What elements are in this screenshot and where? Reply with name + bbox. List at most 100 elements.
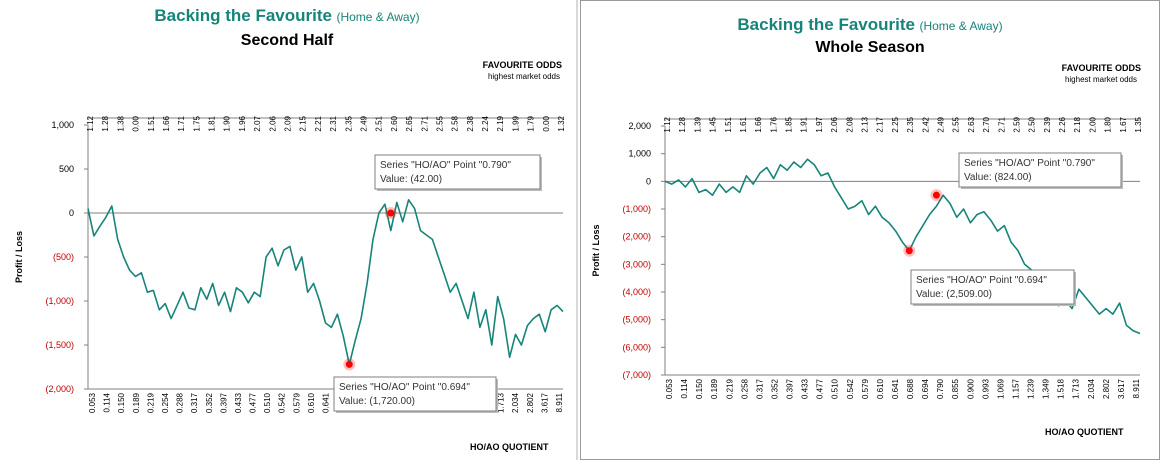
top-tick-label: 2.35	[906, 116, 915, 132]
y-tick-label: (6,000)	[622, 342, 651, 352]
top-tick-label: 2.65	[405, 115, 414, 131]
top-tick-label: 1.45	[709, 116, 718, 132]
chart-title-line: Backing the Favourite (Home & Away)	[581, 15, 1159, 35]
top-axis-title: FAVOURITE ODDS	[482, 60, 562, 70]
top-tick-label: 1.12	[663, 116, 672, 132]
top-tick-label: 1.75	[192, 115, 201, 131]
top-tick-label: 2.13	[861, 116, 870, 132]
x-tick-label: 0.510	[263, 392, 272, 413]
top-tick-label: 2.50	[1028, 116, 1037, 132]
x-tick-label: 0.790	[936, 378, 945, 399]
x-axis-title: HO/AO QUOTIENT	[470, 442, 549, 452]
top-tick-label: 1.51	[147, 115, 156, 131]
panel-divider	[576, 0, 578, 460]
tooltip-box	[333, 376, 497, 412]
x-tick-label: 0.150	[695, 378, 704, 399]
x-tick-label: 0.477	[816, 378, 825, 399]
top-tick-label: 2.21	[314, 115, 323, 131]
x-tick-label: 0.352	[770, 378, 779, 399]
x-tick-label: 2.034	[511, 392, 520, 413]
x-tick-label: 0.855	[951, 378, 960, 399]
top-tick-label: 1.51	[724, 116, 733, 132]
x-tick-label: 0.993	[981, 378, 990, 399]
top-tick-label: 2.63	[967, 116, 976, 132]
top-tick-label: 2.60	[390, 115, 399, 131]
x-tick-label: 0.510	[831, 378, 840, 399]
chart-panel-second-half: Backing the Favourite (Home & Away) Seco…	[0, 0, 574, 460]
y-tick-label: (2,000)	[45, 384, 74, 394]
top-tick-label: 1.61	[739, 116, 748, 132]
top-tick-label: 2.07	[253, 115, 262, 131]
chart-panel-whole-season: Backing the Favourite (Home & Away) Whol…	[580, 0, 1160, 460]
x-tick-label: 1.713	[497, 392, 506, 413]
top-tick-label: 2.18	[1073, 116, 1082, 132]
y-tick-label: (5,000)	[622, 315, 651, 325]
y-axis-title: Profit / Loss	[591, 224, 601, 276]
series-line-ho-ao	[87, 199, 564, 366]
x-tick-label: 0.397	[219, 392, 228, 413]
x-tick-label: 0.114	[680, 378, 689, 398]
y-axis-title: Profit / Loss	[14, 231, 24, 283]
top-tick-label: 2.31	[329, 115, 338, 131]
x-tick-label: 0.433	[234, 392, 243, 413]
x-tick-label: 0.610	[307, 392, 316, 413]
x-tick-label: 0.219	[146, 392, 155, 413]
x-axis-title: HO/AO QUOTIENT	[1045, 427, 1124, 437]
x-tick-label: 0.317	[190, 392, 199, 413]
top-tick-label: 2.24	[481, 115, 490, 131]
top-tick-label: 1.39	[693, 116, 702, 132]
tooltip-box	[374, 154, 541, 190]
top-tick-label: 2.35	[344, 115, 353, 131]
top-tick-label: 1.32	[557, 115, 566, 131]
top-tick-label: 2.51	[375, 115, 384, 131]
x-tick-label: 1.239	[1027, 378, 1036, 399]
x-tick-label: 1.349	[1042, 378, 1051, 399]
top-tick-label: 0.00	[542, 115, 551, 131]
x-tick-label: 0.579	[861, 378, 870, 399]
tooltip-title: Series "HO/AO" Point "0.694"	[339, 382, 470, 393]
x-tick-label: 0.610	[876, 378, 885, 399]
top-tick-label: 1.12	[86, 115, 95, 131]
top-tick-label: 0.00	[132, 115, 141, 131]
line-chart-whole-season: 2,000 1,000 0 (1,000) (2,000) (3,000) (4,000) (…	[591, 116, 1143, 399]
x-tick-label: 0.114	[103, 392, 112, 412]
chart-title-suffix: (Home & Away)	[919, 19, 1003, 33]
chart-title: Backing the Favourite	[154, 6, 332, 25]
x-tick-label: 0.688	[906, 378, 915, 399]
x-tick-label: 0.288	[176, 392, 185, 413]
x-tick-label: 2.802	[1102, 378, 1111, 399]
top-tick-label: 2.71	[420, 115, 429, 131]
top-tick-label: 1.35	[1134, 116, 1143, 132]
x-tick-label: 0.542	[846, 378, 855, 399]
x-tick-label: 0.477	[249, 392, 258, 413]
x-tick-label: 3.617	[1117, 378, 1126, 399]
x-tick-label: 0.542	[278, 392, 287, 413]
y-tick-label: (1,500)	[45, 340, 74, 350]
y-tick-label: 500	[59, 164, 74, 174]
top-tick-label: 2.08	[845, 116, 854, 132]
top-tick-label: 1.96	[238, 115, 247, 131]
tooltip-value: Value: (2,509.00)	[916, 289, 992, 300]
tooltip-value: Value: (1,720.00)	[339, 396, 415, 407]
top-tick-label: 2.00	[1088, 116, 1097, 132]
top-tick-label: 2.06	[268, 115, 277, 131]
top-tick-label: 1.99	[511, 115, 520, 131]
top-tick-label: 1.67	[1119, 116, 1128, 132]
y-tick-label: (3,000)	[622, 259, 651, 269]
x-tick-label: 0.189	[710, 378, 719, 399]
y-tick-label: (1,000)	[622, 204, 651, 214]
x-tick-label: 1.713	[1072, 378, 1081, 399]
highlight-marker	[345, 360, 353, 368]
top-tick-label: 1.90	[223, 115, 232, 131]
x-tick-label: 0.433	[801, 378, 810, 399]
x-tick-label: 1.518	[1057, 378, 1066, 399]
x-tick-label: 0.641	[322, 392, 331, 413]
x-tick-label: 2.802	[526, 392, 535, 413]
highlight-marker	[387, 209, 395, 217]
top-tick-label: 2.49	[936, 116, 945, 132]
top-tick-label: 2.17	[876, 116, 885, 132]
top-tick-label: 2.38	[466, 115, 475, 131]
top-tick-label: 1.38	[116, 115, 125, 131]
top-tick-label: 2.19	[496, 115, 505, 131]
tooltip-value: Value: (42.00)	[380, 174, 442, 185]
